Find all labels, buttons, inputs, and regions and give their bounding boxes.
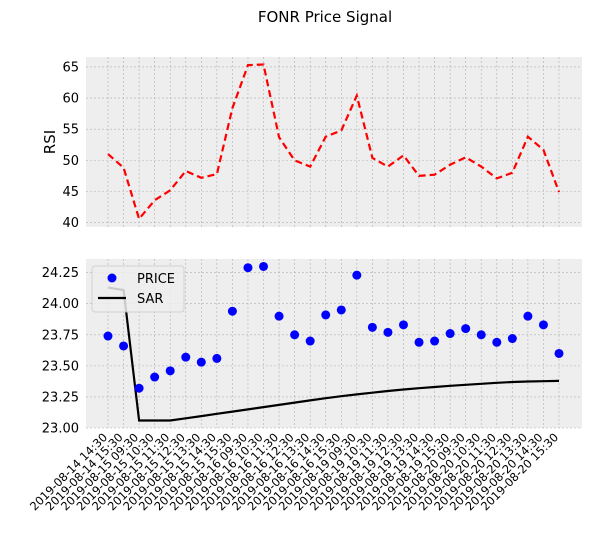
y-tick-label: 23.75 — [42, 328, 79, 343]
legend-sar-label: SAR — [137, 292, 163, 307]
legend-price-label: PRICE — [137, 272, 175, 287]
price-point — [181, 352, 191, 362]
price-point — [507, 334, 517, 344]
price-panel: 23.00 23.25 23.50 23.75 24.00 24.25 2019-08-1… — [27, 259, 582, 513]
sar-series-line — [107, 286, 560, 422]
price-point — [445, 329, 455, 339]
rsi-series-line — [107, 63, 561, 222]
price-point — [321, 310, 331, 320]
price-point — [461, 324, 471, 334]
price-point — [367, 322, 377, 332]
price-point — [150, 372, 160, 382]
price-point — [119, 341, 129, 351]
y-tick-label: 24.00 — [42, 297, 79, 312]
rsi-y-ticks: 40 45 50 55 60 65 — [62, 60, 79, 231]
price-point — [290, 330, 300, 340]
price-point — [414, 337, 424, 347]
price-point — [103, 331, 113, 341]
price-point — [212, 353, 222, 363]
price-point — [383, 327, 393, 337]
price-point — [336, 305, 346, 315]
price-point — [274, 311, 284, 321]
price-point — [196, 357, 206, 367]
y-tick-label: 65 — [62, 60, 79, 75]
price-point — [554, 348, 564, 358]
price-point — [492, 337, 502, 347]
figure-title: FONR Price Signal — [258, 8, 392, 26]
y-tick-label: 40 — [62, 216, 79, 231]
y-tick-label: 24.25 — [42, 266, 79, 281]
y-tick-label: 23.50 — [42, 359, 79, 374]
legend-price-marker — [107, 273, 117, 283]
y-tick-label: 23.00 — [42, 422, 79, 437]
price-point — [352, 270, 362, 280]
rsi-y-axis-label: RSI — [41, 130, 59, 154]
price-point — [134, 383, 144, 393]
y-tick-label: 45 — [62, 185, 79, 200]
price-point — [476, 330, 486, 340]
rsi-panel: 40 45 50 55 60 65 RSI — [41, 57, 582, 231]
rsi-grid — [86, 57, 582, 227]
price-point — [165, 366, 175, 376]
y-tick-label: 23.25 — [42, 390, 79, 405]
rsi-plot-area — [86, 57, 582, 227]
y-tick-label: 55 — [62, 123, 79, 138]
price-point — [227, 306, 237, 316]
price-point — [243, 263, 253, 273]
legend: PRICE SAR — [91, 265, 185, 313]
price-point — [523, 311, 533, 321]
y-tick-label: 60 — [62, 92, 79, 107]
y-tick-label: 50 — [62, 154, 79, 169]
price-point — [430, 336, 440, 346]
price-point — [538, 320, 548, 330]
price-points — [103, 261, 564, 393]
price-point — [259, 261, 269, 271]
price-point — [398, 320, 408, 330]
price-y-ticks: 23.00 23.25 23.50 23.75 24.00 24.25 — [42, 266, 79, 436]
price-point — [305, 336, 315, 346]
